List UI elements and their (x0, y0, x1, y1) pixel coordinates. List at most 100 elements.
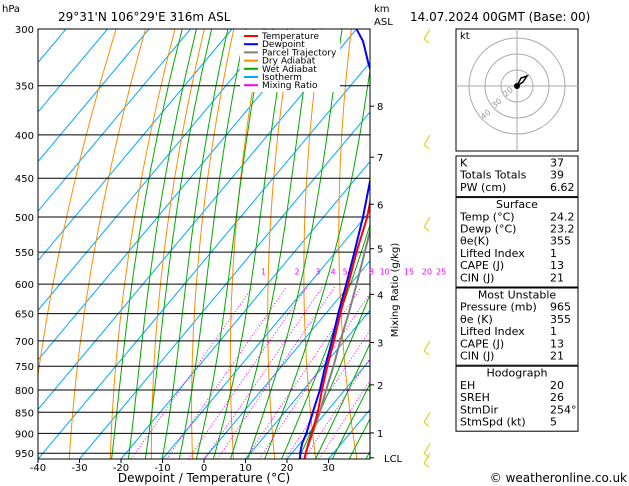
pressure-tick-label: 350 (15, 82, 34, 93)
km-unit-label: km (374, 4, 390, 15)
isotherm-line (162, 210, 370, 459)
wet-adiabat-line (178, 29, 247, 459)
isotherm-line (38, 29, 233, 262)
surface-table-row-value: 1 (550, 247, 557, 260)
mixing-ratio-line (284, 329, 370, 459)
pressure-tick-label: 650 (15, 310, 34, 321)
copyright: © weatheronline.co.uk (490, 471, 627, 485)
mixing-ratio-label: 1 (261, 268, 266, 277)
dry-adiabat-line (38, 29, 117, 379)
surface-table-row-value: 355 (550, 235, 571, 248)
most-unstable-table-row-label: Pressure (mb) (460, 301, 537, 314)
most-unstable-table-box (455, 287, 579, 366)
temperature-line (303, 197, 370, 459)
most-unstable-table-row-label: θe (K) (460, 313, 493, 326)
storm-motion-marker (514, 83, 520, 89)
dry-adiabat-line (68, 29, 146, 459)
pressure-tick-label: 300 (15, 25, 34, 36)
dry-adiabat-line (267, 29, 294, 459)
mixing-ratio-label: 4 (330, 268, 335, 277)
km-tick-label: 2 (377, 381, 383, 392)
pressure-tick-label: 900 (15, 429, 34, 440)
legend-label: Wet Adiabat (262, 65, 317, 75)
dry-adiabat-line (303, 29, 323, 459)
mixing-ratio-label: 15 (404, 268, 414, 277)
sounding-profiles (299, 29, 370, 459)
hodograph-table-row-label: EH (460, 379, 475, 392)
temp-tick-label: 30 (322, 463, 335, 474)
datetime-title: 14.07.2024 00GMT (Base: 00) (410, 10, 590, 24)
isotherm-line (38, 29, 191, 212)
pressure-tick-label: 450 (15, 174, 34, 185)
indices-table-box (455, 155, 579, 198)
most-unstable-table-row-value: 21 (550, 350, 564, 363)
surface-table-row-value: 24.2 (550, 210, 575, 223)
dry-adiabat-line (191, 29, 235, 459)
wind-barb-staff (423, 412, 431, 423)
isotherm-line (38, 29, 357, 411)
wind-barb-flag (423, 38, 430, 44)
asl-unit-label: ASL (374, 17, 393, 28)
surface-table-row-value: 23.2 (550, 223, 575, 236)
dry-adiabat-lines (38, 29, 629, 459)
km-tick-label: 1 (377, 429, 383, 440)
hodograph-table-row-value: 26 (550, 391, 564, 404)
km-tick-label: 5 (377, 245, 383, 256)
km-tick-label: LCL (384, 454, 403, 465)
wind-barb-staff (423, 443, 431, 454)
wet-adiabat-line (348, 417, 370, 459)
wet-adiabat-line (247, 29, 343, 459)
mixing-ratio-label: 10 (380, 268, 390, 277)
hodograph-trace (516, 74, 529, 87)
pressure-tick-label: 850 (15, 408, 34, 419)
legend-label: Isotherm (262, 73, 302, 83)
hodograph-table-row-label: StmSpd (kt) (460, 416, 526, 429)
hodograph-table-row-label: SREH (460, 391, 490, 404)
pressure-tick-label: 550 (15, 248, 34, 259)
wet-adiabat-line (298, 293, 370, 459)
hodograph-table-box (455, 365, 579, 432)
pressure-tick-label: 600 (15, 280, 34, 291)
wind-barb-flag (423, 462, 430, 468)
km-tick-label: 3 (377, 338, 383, 349)
wind-barb-flag (423, 144, 430, 150)
pressure-tick-label: 500 (15, 213, 34, 224)
most-unstable-table-row-value: 1 (550, 325, 557, 338)
km-tick-label: 6 (377, 200, 383, 211)
mixing-ratio-line (318, 379, 370, 459)
hodograph-table-row-value: 20 (550, 379, 564, 392)
mixing-ratio-label: 20 (422, 268, 432, 277)
mixing-ratio-label: 2 (295, 268, 300, 277)
wind-barb-staff (423, 216, 431, 228)
index-tables: K 37 Totals Totals 39 PW (cm) 6.62 SurfaceTemp… (455, 155, 579, 432)
mixing-ratio-line (216, 286, 335, 459)
pressure-tick-label: 400 (15, 131, 34, 142)
temperature-axis: -40 -30 -20 -10 0 10 20 30 (30, 459, 335, 474)
wet-adiabat-line (314, 342, 370, 459)
surface-table-title: Surface (496, 198, 538, 211)
legend-label: Dry Adiabat (262, 57, 316, 67)
indices-table-row-label: PW (cm) (460, 181, 506, 194)
isotherm-line (120, 160, 370, 459)
wind-barb-flag (423, 421, 430, 427)
isotherm-line (79, 111, 370, 459)
surface-table-row-label: CAPE (J) (460, 259, 504, 272)
dry-adiabat-line (616, 29, 629, 459)
isotherm-line (245, 309, 370, 459)
mixing-ratio-axis-label: Mixing Ratio (g/kg) (390, 243, 401, 338)
km-tick-label: 7 (377, 153, 383, 164)
mixing-ratio-label: 5 (343, 268, 348, 277)
mixing-ratio-label: 3 (315, 268, 320, 277)
legend-label: Temperature (261, 32, 319, 42)
mixing-ratio-labels: 1 2 3 4 5 8 10 15 20 25 (261, 268, 446, 277)
most-unstable-table-row-value: 965 (550, 301, 571, 314)
isotherm-line (203, 259, 370, 459)
wind-barb-flag (423, 350, 430, 356)
hodograph-table-row-value: 5 (550, 416, 557, 429)
pressure-tick-label: 950 (15, 449, 34, 460)
temp-tick-label: 20 (281, 463, 294, 474)
indices-table-row-label: K (460, 157, 468, 170)
